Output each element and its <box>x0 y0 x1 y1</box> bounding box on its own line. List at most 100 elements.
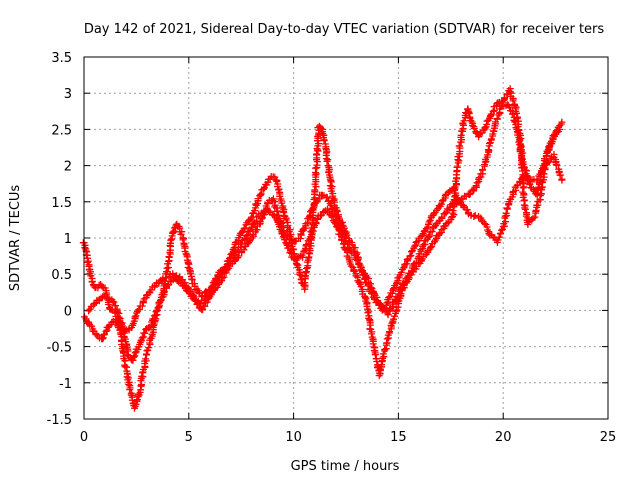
data-point <box>323 157 331 165</box>
x-tick-label: 20 <box>495 430 512 445</box>
data-point <box>131 313 139 321</box>
plot-frame <box>83 56 609 420</box>
data-point <box>551 132 559 140</box>
data-point <box>506 103 513 111</box>
data-point <box>245 228 253 236</box>
data-point <box>450 211 458 219</box>
data-point <box>217 270 225 278</box>
data-point <box>484 146 492 154</box>
data-point <box>257 191 264 199</box>
data-point <box>456 142 464 150</box>
data-point <box>112 302 120 310</box>
data-point <box>352 256 360 263</box>
data-point <box>107 305 115 313</box>
data-point <box>324 156 332 164</box>
data-point <box>521 204 529 212</box>
data-point <box>509 97 517 105</box>
data-point <box>364 309 372 317</box>
data-point <box>493 115 501 122</box>
data-point <box>330 219 338 226</box>
data-point <box>212 277 220 285</box>
data-point <box>141 329 149 337</box>
data-point <box>167 236 175 244</box>
data-point <box>138 334 146 342</box>
data-point <box>390 285 397 293</box>
data-point <box>427 243 435 251</box>
data-point <box>150 312 158 320</box>
data-point <box>466 191 474 198</box>
x-tick-label: 5 <box>185 430 193 445</box>
data-point <box>531 213 539 221</box>
data-point <box>354 257 362 265</box>
data-point <box>126 386 134 394</box>
y-tick-label: 3.5 <box>51 51 72 66</box>
data-point <box>119 324 126 332</box>
series-track-c <box>85 85 564 380</box>
data-point <box>371 351 379 359</box>
data-point <box>102 327 110 335</box>
data-point <box>265 207 273 215</box>
y-tick-label: 0 <box>64 304 72 319</box>
data-point <box>556 171 564 179</box>
data-point <box>104 301 112 308</box>
data-point <box>558 176 566 184</box>
data-point <box>471 211 479 219</box>
data-point <box>179 236 187 244</box>
data-point <box>247 215 255 223</box>
data-point <box>293 261 301 268</box>
data-point <box>411 242 419 250</box>
data-point <box>405 276 412 283</box>
data-point <box>312 164 320 172</box>
data-point <box>495 233 503 241</box>
data-point <box>518 164 526 172</box>
data-point <box>470 125 478 133</box>
data-point <box>460 117 468 125</box>
data-point <box>309 227 317 235</box>
data-point <box>390 315 398 323</box>
series-track-a <box>79 122 566 412</box>
data-point <box>385 294 393 302</box>
data-point <box>502 209 510 217</box>
data-point <box>511 102 519 110</box>
data-point <box>498 226 506 234</box>
data-point <box>402 260 410 268</box>
y-tick-label: -1 <box>59 377 72 392</box>
y-tick-label: 2.5 <box>51 123 72 138</box>
data-point <box>367 283 375 291</box>
data-point <box>506 88 514 96</box>
tick-label-layer: 0 5 10 15 20 25 -1.5 -1 -0.5 0 0.5 1 1.5 2 2.5 3 3.5 <box>47 51 617 445</box>
data-point <box>513 109 520 117</box>
data-point <box>503 204 511 212</box>
data-point <box>441 210 449 218</box>
y-tick-label: 2 <box>64 160 72 175</box>
data-point <box>120 334 128 341</box>
data-point <box>373 293 381 301</box>
data-point <box>177 230 185 238</box>
data-point <box>384 311 392 319</box>
data-point <box>130 353 138 361</box>
data-point <box>549 132 557 140</box>
data-point <box>154 304 162 312</box>
data-point <box>283 240 291 248</box>
data-point <box>383 335 391 343</box>
data-point <box>537 184 545 192</box>
data-point <box>312 219 320 226</box>
data-point <box>153 307 161 315</box>
data-point <box>379 350 387 358</box>
data-point <box>521 205 529 213</box>
data-point <box>114 309 122 317</box>
data-point <box>238 240 246 248</box>
data-point <box>243 232 251 240</box>
data-point <box>247 224 255 232</box>
data-point <box>241 224 249 232</box>
data-point <box>99 335 106 343</box>
grid-layer <box>84 57 608 419</box>
data-point <box>548 137 556 145</box>
data-point <box>185 260 193 268</box>
data-point <box>386 306 394 314</box>
data-point <box>368 330 375 338</box>
data-point <box>314 132 322 140</box>
data-point <box>541 161 549 169</box>
data-point <box>165 264 172 271</box>
